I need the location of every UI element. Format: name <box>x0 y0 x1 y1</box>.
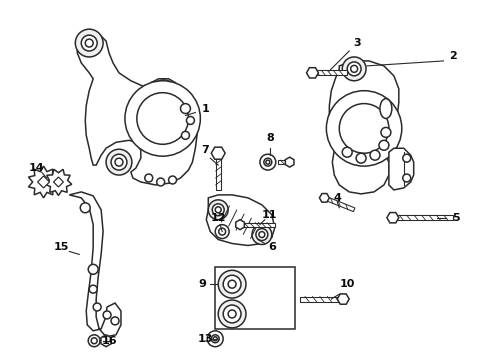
Circle shape <box>256 229 268 240</box>
Polygon shape <box>240 223 275 227</box>
Polygon shape <box>285 157 294 167</box>
Circle shape <box>93 303 101 311</box>
Polygon shape <box>28 166 59 198</box>
Circle shape <box>137 93 189 144</box>
Circle shape <box>218 270 246 298</box>
Polygon shape <box>312 70 347 75</box>
Circle shape <box>88 264 98 274</box>
Text: 12: 12 <box>211 213 226 223</box>
Circle shape <box>180 104 191 113</box>
Circle shape <box>115 158 123 166</box>
Circle shape <box>169 176 176 184</box>
Circle shape <box>351 66 358 72</box>
Text: 11: 11 <box>262 210 277 220</box>
Circle shape <box>208 200 228 220</box>
Polygon shape <box>387 212 399 223</box>
Circle shape <box>75 29 103 57</box>
Text: 14: 14 <box>29 163 45 173</box>
Polygon shape <box>53 177 63 187</box>
Text: 8: 8 <box>266 133 274 143</box>
Circle shape <box>370 150 380 160</box>
Text: 5: 5 <box>453 213 460 223</box>
Circle shape <box>218 300 246 328</box>
Circle shape <box>264 158 272 166</box>
Polygon shape <box>337 294 349 304</box>
Circle shape <box>213 337 217 341</box>
Polygon shape <box>215 267 294 329</box>
Polygon shape <box>77 31 197 185</box>
Circle shape <box>215 225 229 239</box>
Circle shape <box>80 203 90 213</box>
Circle shape <box>223 275 241 293</box>
Circle shape <box>81 35 97 51</box>
Circle shape <box>228 280 236 288</box>
Circle shape <box>157 178 165 186</box>
Circle shape <box>85 39 93 47</box>
Polygon shape <box>299 297 344 302</box>
Polygon shape <box>324 196 355 212</box>
Circle shape <box>187 117 195 125</box>
Polygon shape <box>389 148 414 190</box>
Text: 3: 3 <box>353 38 361 48</box>
Circle shape <box>89 285 97 293</box>
Polygon shape <box>211 147 225 159</box>
Polygon shape <box>206 195 275 246</box>
Text: 6: 6 <box>268 243 276 252</box>
Polygon shape <box>38 176 49 188</box>
Polygon shape <box>101 335 111 347</box>
Circle shape <box>215 207 221 213</box>
Circle shape <box>381 127 391 137</box>
Circle shape <box>228 310 236 318</box>
Circle shape <box>260 154 276 170</box>
Polygon shape <box>278 160 292 164</box>
Circle shape <box>219 228 226 235</box>
Circle shape <box>326 91 402 166</box>
Polygon shape <box>236 220 245 230</box>
Circle shape <box>145 174 153 182</box>
Circle shape <box>111 154 127 170</box>
Circle shape <box>252 225 272 244</box>
Text: 13: 13 <box>197 334 213 344</box>
Text: 4: 4 <box>333 193 341 203</box>
Text: 7: 7 <box>201 145 209 155</box>
Circle shape <box>103 311 111 319</box>
Polygon shape <box>216 155 220 190</box>
Circle shape <box>223 305 241 323</box>
Circle shape <box>347 62 361 76</box>
Circle shape <box>259 231 265 238</box>
Circle shape <box>181 131 190 139</box>
Circle shape <box>88 335 100 347</box>
Circle shape <box>342 147 352 157</box>
Circle shape <box>356 153 366 163</box>
Polygon shape <box>319 194 329 202</box>
Text: 16: 16 <box>101 336 117 346</box>
Polygon shape <box>307 68 318 78</box>
Circle shape <box>111 317 119 325</box>
Circle shape <box>211 335 219 343</box>
Text: 10: 10 <box>340 279 355 289</box>
Polygon shape <box>45 169 72 195</box>
Circle shape <box>207 331 223 347</box>
Circle shape <box>379 140 389 150</box>
Polygon shape <box>394 215 453 220</box>
Circle shape <box>212 204 224 216</box>
Circle shape <box>266 160 270 164</box>
Circle shape <box>403 174 411 182</box>
Text: 9: 9 <box>198 279 206 289</box>
Circle shape <box>106 149 132 175</box>
Circle shape <box>125 81 200 156</box>
Circle shape <box>403 154 411 162</box>
Circle shape <box>91 338 97 344</box>
Circle shape <box>342 57 366 81</box>
Text: 1: 1 <box>201 104 209 113</box>
Polygon shape <box>329 61 399 194</box>
Polygon shape <box>70 192 121 337</box>
Circle shape <box>339 104 389 153</box>
Ellipse shape <box>380 99 392 118</box>
Text: 2: 2 <box>449 51 457 61</box>
Text: 15: 15 <box>54 243 69 252</box>
